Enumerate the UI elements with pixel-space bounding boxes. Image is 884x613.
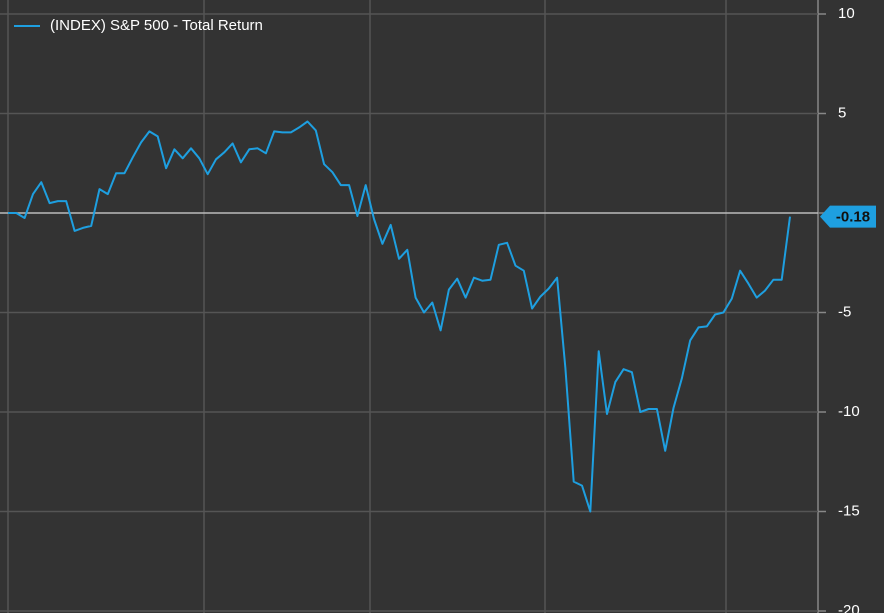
y-tick-label: -15: [838, 502, 860, 519]
legend-label: (INDEX) S&P 500 - Total Return: [50, 17, 263, 34]
y-tick-label: 5: [838, 104, 846, 121]
last-value-label: -0.18: [836, 209, 870, 226]
last-value-callout: -0.18: [820, 205, 876, 228]
y-tick-label: 10: [838, 5, 855, 22]
y-tick-label: -10: [838, 403, 860, 420]
y-tick-label: -5: [838, 303, 851, 320]
y-tick-label: -20: [838, 602, 860, 613]
series-line: [8, 120, 791, 513]
callout-box: [820, 205, 876, 228]
